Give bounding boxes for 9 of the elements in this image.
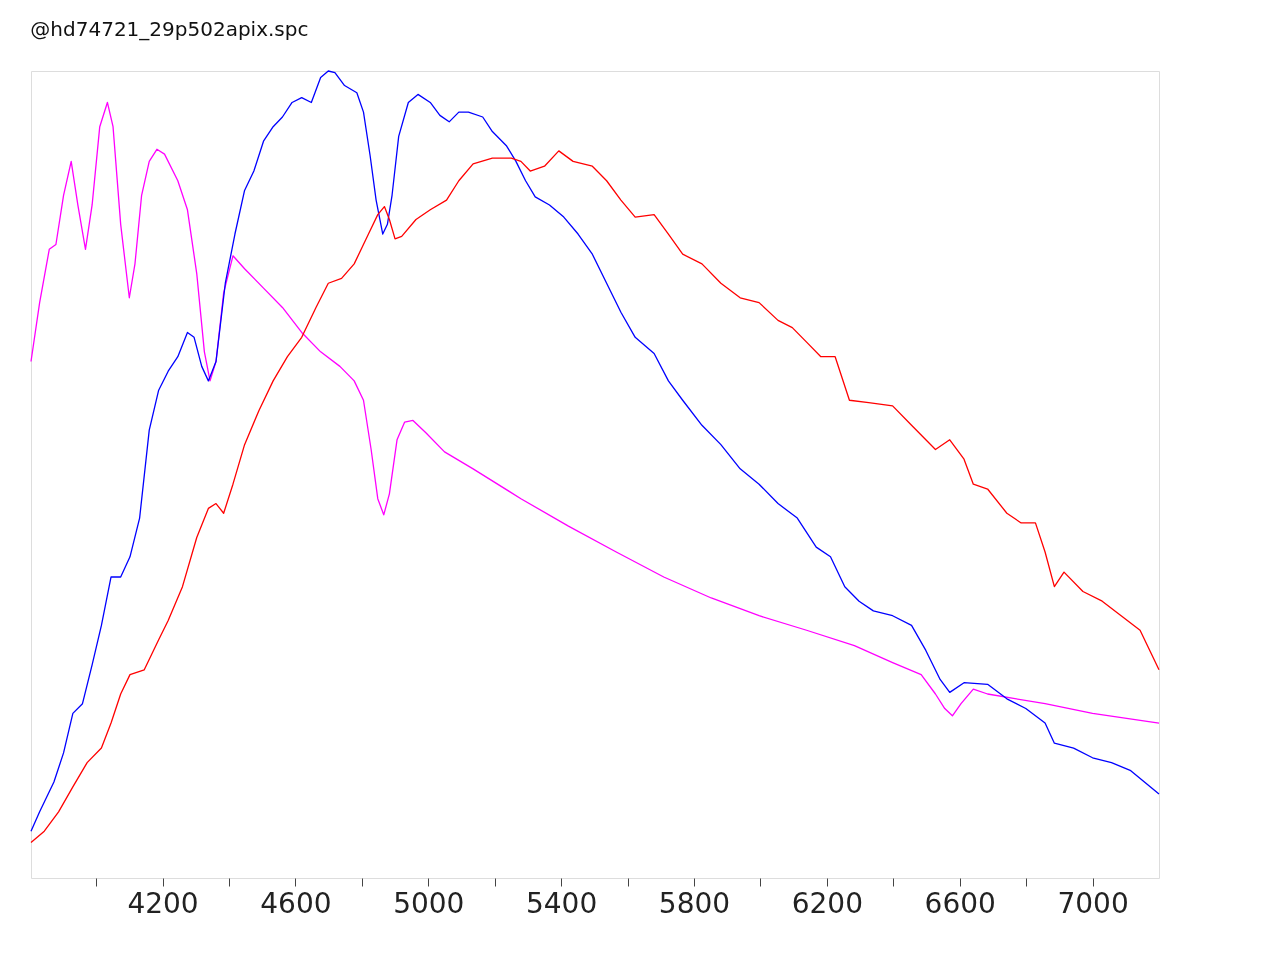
x-tick-label: 5800 xyxy=(658,886,731,920)
x-tick-label: 6200 xyxy=(791,886,863,920)
chart-title: @hd74721_29p502apix.spc xyxy=(30,17,309,42)
x-tick-label: 5000 xyxy=(393,886,465,920)
x-tick-label: 7000 xyxy=(1057,886,1129,920)
x-tick-label: 4600 xyxy=(260,886,332,920)
x-tick-label: 4200 xyxy=(127,886,199,920)
x-tick-label: 6600 xyxy=(924,886,996,920)
x-tick-label: 5400 xyxy=(525,886,598,920)
